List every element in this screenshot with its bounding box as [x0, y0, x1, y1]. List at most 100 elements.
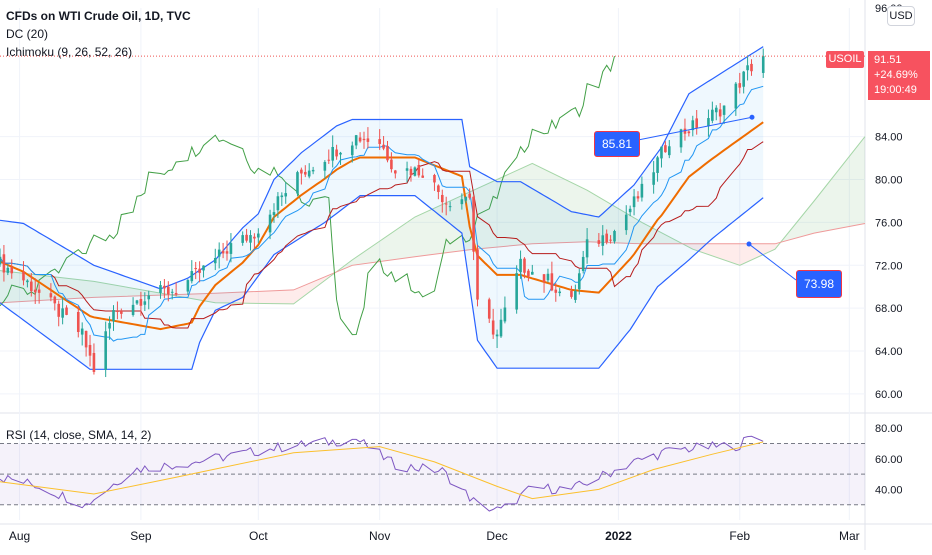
candle [213, 248, 217, 271]
candle-body [300, 169, 303, 174]
time-tick-label: 2022 [605, 529, 632, 543]
candle-body [284, 193, 288, 197]
price-tick-label: 84.00 [875, 132, 903, 144]
candle-body [613, 230, 616, 242]
lower-callout-anchor [746, 241, 752, 247]
bar-countdown: 19:00:49 [874, 84, 917, 96]
candle-body [405, 168, 409, 171]
rsi-legend[interactable]: RSI (14, close, SMA, 14, 2) [6, 428, 152, 442]
candle-body [667, 146, 671, 156]
time-tick-label: Feb [729, 529, 750, 543]
candle [335, 144, 338, 160]
candle-body [22, 271, 25, 281]
candle-body [112, 310, 115, 322]
candle-body [26, 280, 29, 283]
candle-body [6, 267, 10, 273]
candle-body [272, 212, 276, 216]
candle-body [88, 344, 92, 356]
candle [280, 192, 284, 206]
ichimoku-legend[interactable]: Ichimoku (9, 26, 52, 26) [6, 45, 133, 59]
rsi-tick-label: 60.00 [875, 454, 903, 466]
candle [433, 173, 436, 191]
candle [167, 281, 170, 302]
candle [76, 306, 80, 338]
candle-body [515, 273, 518, 310]
candle-body [37, 289, 41, 293]
symbol-price-tag: USOIL [826, 51, 864, 68]
time-tick-label: Dec [486, 529, 507, 543]
candle-body [202, 265, 205, 271]
candle [722, 105, 726, 125]
candle [339, 151, 342, 165]
last-price-badge: 91.51 +24.69% 19:00:49 [868, 51, 930, 100]
candle [574, 284, 577, 303]
candle-body [104, 331, 107, 370]
time-tick-label: Aug [9, 529, 30, 543]
candle [609, 235, 612, 244]
candle-body [76, 311, 80, 333]
dc-legend[interactable]: DC (20) [6, 27, 49, 41]
candle [742, 70, 745, 94]
candle [624, 205, 628, 235]
candle [307, 163, 311, 179]
candle-body [84, 330, 88, 348]
candle [476, 244, 479, 307]
candle-body [542, 274, 546, 282]
candle [585, 228, 589, 264]
candle [92, 343, 96, 375]
candle [174, 282, 178, 297]
candle-body [174, 292, 178, 295]
candle [84, 330, 88, 357]
candle-body [268, 214, 272, 233]
candle-body [2, 254, 6, 273]
candle-body [57, 303, 61, 317]
candle-body [120, 311, 123, 314]
candle-body [0, 256, 2, 265]
candle-body [10, 267, 14, 274]
candle-body [742, 71, 745, 87]
candle [57, 300, 61, 327]
upper-band-callout[interactable]: 85.81 [594, 131, 640, 157]
candle [276, 192, 280, 218]
candle-body [33, 289, 37, 293]
candle-body [80, 328, 84, 335]
candle [390, 152, 393, 173]
base-line [0, 141, 764, 329]
donchian-upper [0, 46, 764, 290]
candle [53, 295, 57, 311]
candle [656, 155, 659, 182]
candle-body [198, 268, 201, 273]
candle [104, 321, 107, 378]
lower-callout-connector [748, 243, 797, 281]
candle [738, 72, 742, 94]
candle [186, 279, 190, 295]
candle-body [464, 196, 468, 201]
candle [2, 245, 6, 282]
candle-body [577, 273, 581, 290]
candle-body [558, 291, 562, 294]
candle-body [597, 240, 601, 244]
candle [444, 196, 448, 216]
candle [33, 278, 37, 304]
candle [632, 189, 636, 216]
candle [750, 59, 753, 76]
candle [440, 189, 444, 213]
candle [734, 82, 738, 116]
rsi-ma-line [0, 441, 764, 500]
candle-body [711, 109, 714, 121]
candle [202, 265, 205, 278]
candle [495, 329, 499, 348]
currency-button[interactable]: USD [887, 6, 915, 26]
candle-body [390, 159, 393, 170]
candle-body [433, 174, 436, 183]
candle-body [307, 170, 311, 177]
lower-band-callout[interactable]: 73.98 [796, 270, 842, 298]
candle [628, 205, 632, 217]
candle-body [546, 273, 550, 281]
candle [217, 242, 221, 269]
symbol-title[interactable]: CFDs on WTI Crude Oil, 1D, TVC [6, 9, 191, 23]
candle-body [550, 273, 554, 291]
candle-body [194, 267, 198, 270]
